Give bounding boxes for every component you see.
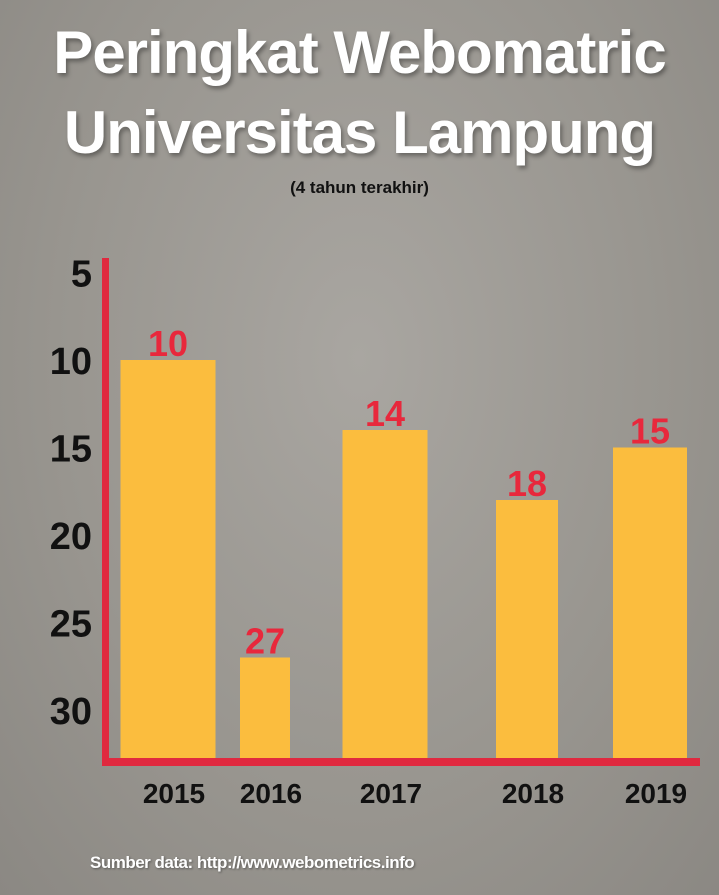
chart-title-line2: Universitas Lampung bbox=[63, 99, 656, 166]
y-tick-label-10: 10 bbox=[50, 341, 92, 383]
x-tick-label-2017: 2017 bbox=[360, 778, 422, 809]
bar-2015 bbox=[120, 360, 216, 758]
x-tick-label-2015: 2015 bbox=[143, 778, 205, 809]
bar-2016 bbox=[240, 657, 290, 758]
x-axis-line bbox=[102, 758, 700, 766]
x-tick-label-2018: 2018 bbox=[502, 778, 564, 809]
data-label-2019: 15 bbox=[630, 411, 670, 452]
data-label-2017: 14 bbox=[365, 393, 405, 434]
chart-title: Peringkat Webomatric bbox=[53, 19, 666, 86]
data-label-2018: 18 bbox=[507, 463, 547, 504]
y-tick-label-25: 25 bbox=[50, 604, 92, 646]
y-axis-line bbox=[102, 258, 109, 764]
x-tick-label-2016: 2016 bbox=[240, 778, 302, 809]
chart-subtitle: (4 tahun terakhir) bbox=[290, 178, 429, 197]
y-tick-label-20: 20 bbox=[50, 516, 92, 558]
y-tick-label-30: 30 bbox=[50, 691, 92, 733]
bar-2017 bbox=[342, 430, 428, 758]
data-label-2016: 27 bbox=[245, 621, 285, 662]
bar-2019 bbox=[613, 447, 687, 758]
bar-2018 bbox=[496, 500, 558, 758]
y-tick-label-5: 5 bbox=[71, 254, 92, 296]
y-tick-label-15: 15 bbox=[50, 429, 92, 471]
data-label-2015: 10 bbox=[148, 323, 188, 364]
x-tick-label-2019: 2019 bbox=[625, 778, 687, 809]
source-note: Sumber data: http://www.webometrics.info bbox=[90, 853, 415, 872]
